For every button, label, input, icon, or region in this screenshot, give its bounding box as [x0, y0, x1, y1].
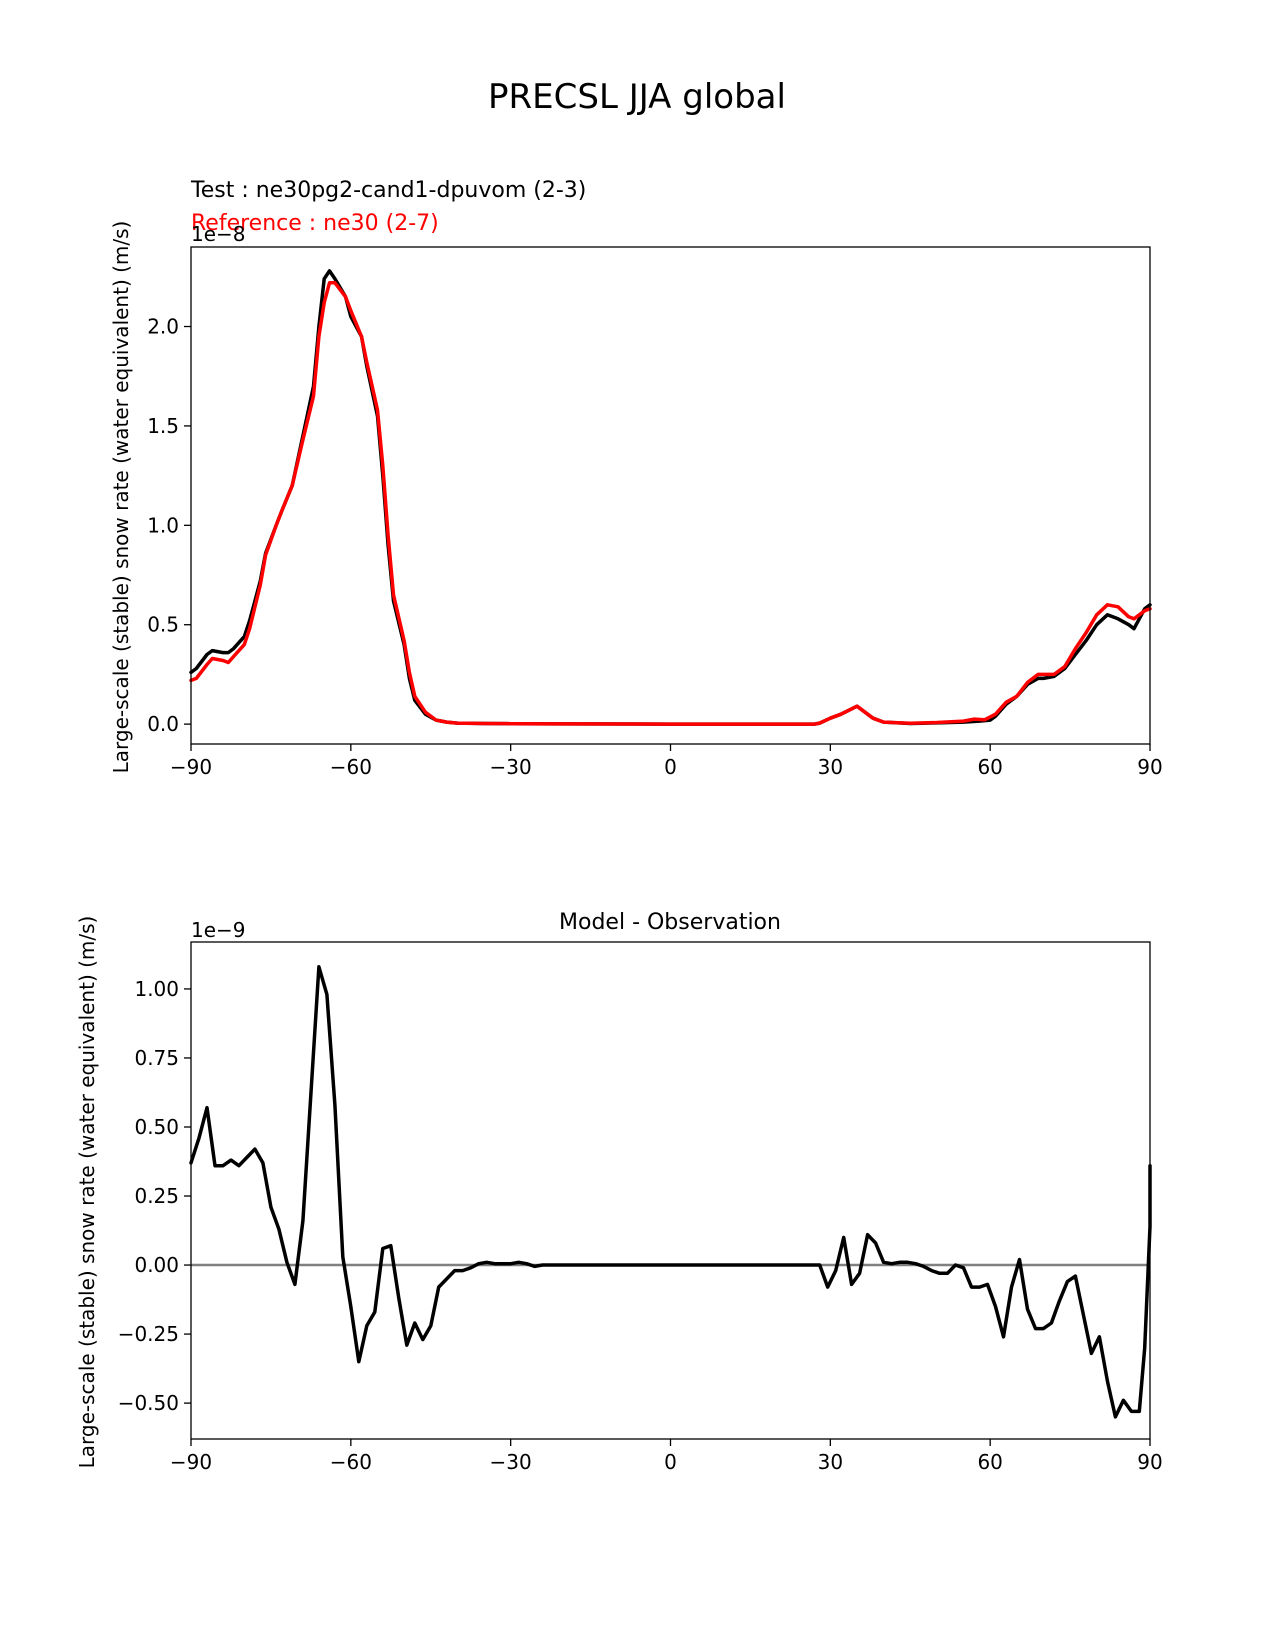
panel-zonal-mean: Test : ne30pg2-cand1-dpuvom (2-3) Refere… [109, 178, 1163, 779]
y-axis-label: Large-scale (stable) snow rate (water eq… [109, 221, 133, 774]
y-ticks: −0.50 −0.25 0.00 0.25 0.50 0.75 1.00 [118, 977, 191, 1415]
y-tick-label: 0.25 [134, 1184, 179, 1208]
x-tick-label: 60 [977, 755, 1002, 779]
series-line-reference [189, 281, 1152, 726]
series-line-test [189, 269, 1152, 726]
x-tick-label: 90 [1137, 755, 1162, 779]
axes-frame [190, 246, 1151, 745]
axes-frame [190, 941, 1151, 1440]
y-tick-label: 0.0 [147, 712, 179, 736]
x-tick-label: 60 [977, 1450, 1002, 1474]
y-axis-label: Large-scale (stable) snow rate (water eq… [75, 916, 99, 1469]
y-ticks: 0.0 0.5 1.0 1.5 2.0 [147, 315, 191, 736]
y-tick-label: 0.50 [134, 1115, 179, 1139]
x-tick-label: −90 [170, 755, 212, 779]
x-tick-label: 90 [1137, 1450, 1162, 1474]
x-tick-label: 30 [818, 755, 843, 779]
series-lines [189, 965, 1152, 1419]
x-tick-label: −60 [330, 755, 372, 779]
series-lines [189, 269, 1152, 726]
x-tick-label: 0 [664, 755, 677, 779]
x-tick-label: 0 [664, 1450, 677, 1474]
x-tick-label: 30 [818, 1450, 843, 1474]
x-tick-label: −90 [170, 1450, 212, 1474]
x-tick-label: −60 [330, 1450, 372, 1474]
y-tick-label: 0.5 [147, 613, 179, 637]
legend-test-label: Test : ne30pg2-cand1-dpuvom (2-3) [190, 178, 586, 203]
y-tick-label: 2.0 [147, 315, 179, 339]
legend-reference-label: Reference : ne30 (2-7) [191, 211, 439, 236]
y-tick-label: 1.0 [147, 513, 179, 537]
y-tick-label: 0.00 [134, 1253, 179, 1277]
x-ticks: −90 −60 −30 0 30 60 90 [170, 744, 1163, 779]
x-ticks: −90 −60 −30 0 30 60 90 [170, 1439, 1163, 1474]
x-tick-label: −30 [490, 1450, 532, 1474]
x-tick-label: −30 [490, 755, 532, 779]
y-tick-label: 0.75 [134, 1046, 179, 1070]
y-offset-text: 1e−8 [191, 222, 246, 246]
y-tick-label: −0.50 [118, 1391, 179, 1415]
figure-title: PRECSL JJA global [488, 77, 786, 117]
y-tick-label: 1.5 [147, 414, 179, 438]
y-tick-label: 1.00 [134, 977, 179, 1001]
panel-difference: Model - Observation 1e−9 Large-scale (st… [75, 910, 1163, 1474]
panel-title: Model - Observation [559, 910, 781, 935]
series-line-test [189, 965, 1152, 1419]
y-offset-text: 1e−9 [191, 918, 246, 942]
y-tick-label: −0.25 [118, 1322, 179, 1346]
